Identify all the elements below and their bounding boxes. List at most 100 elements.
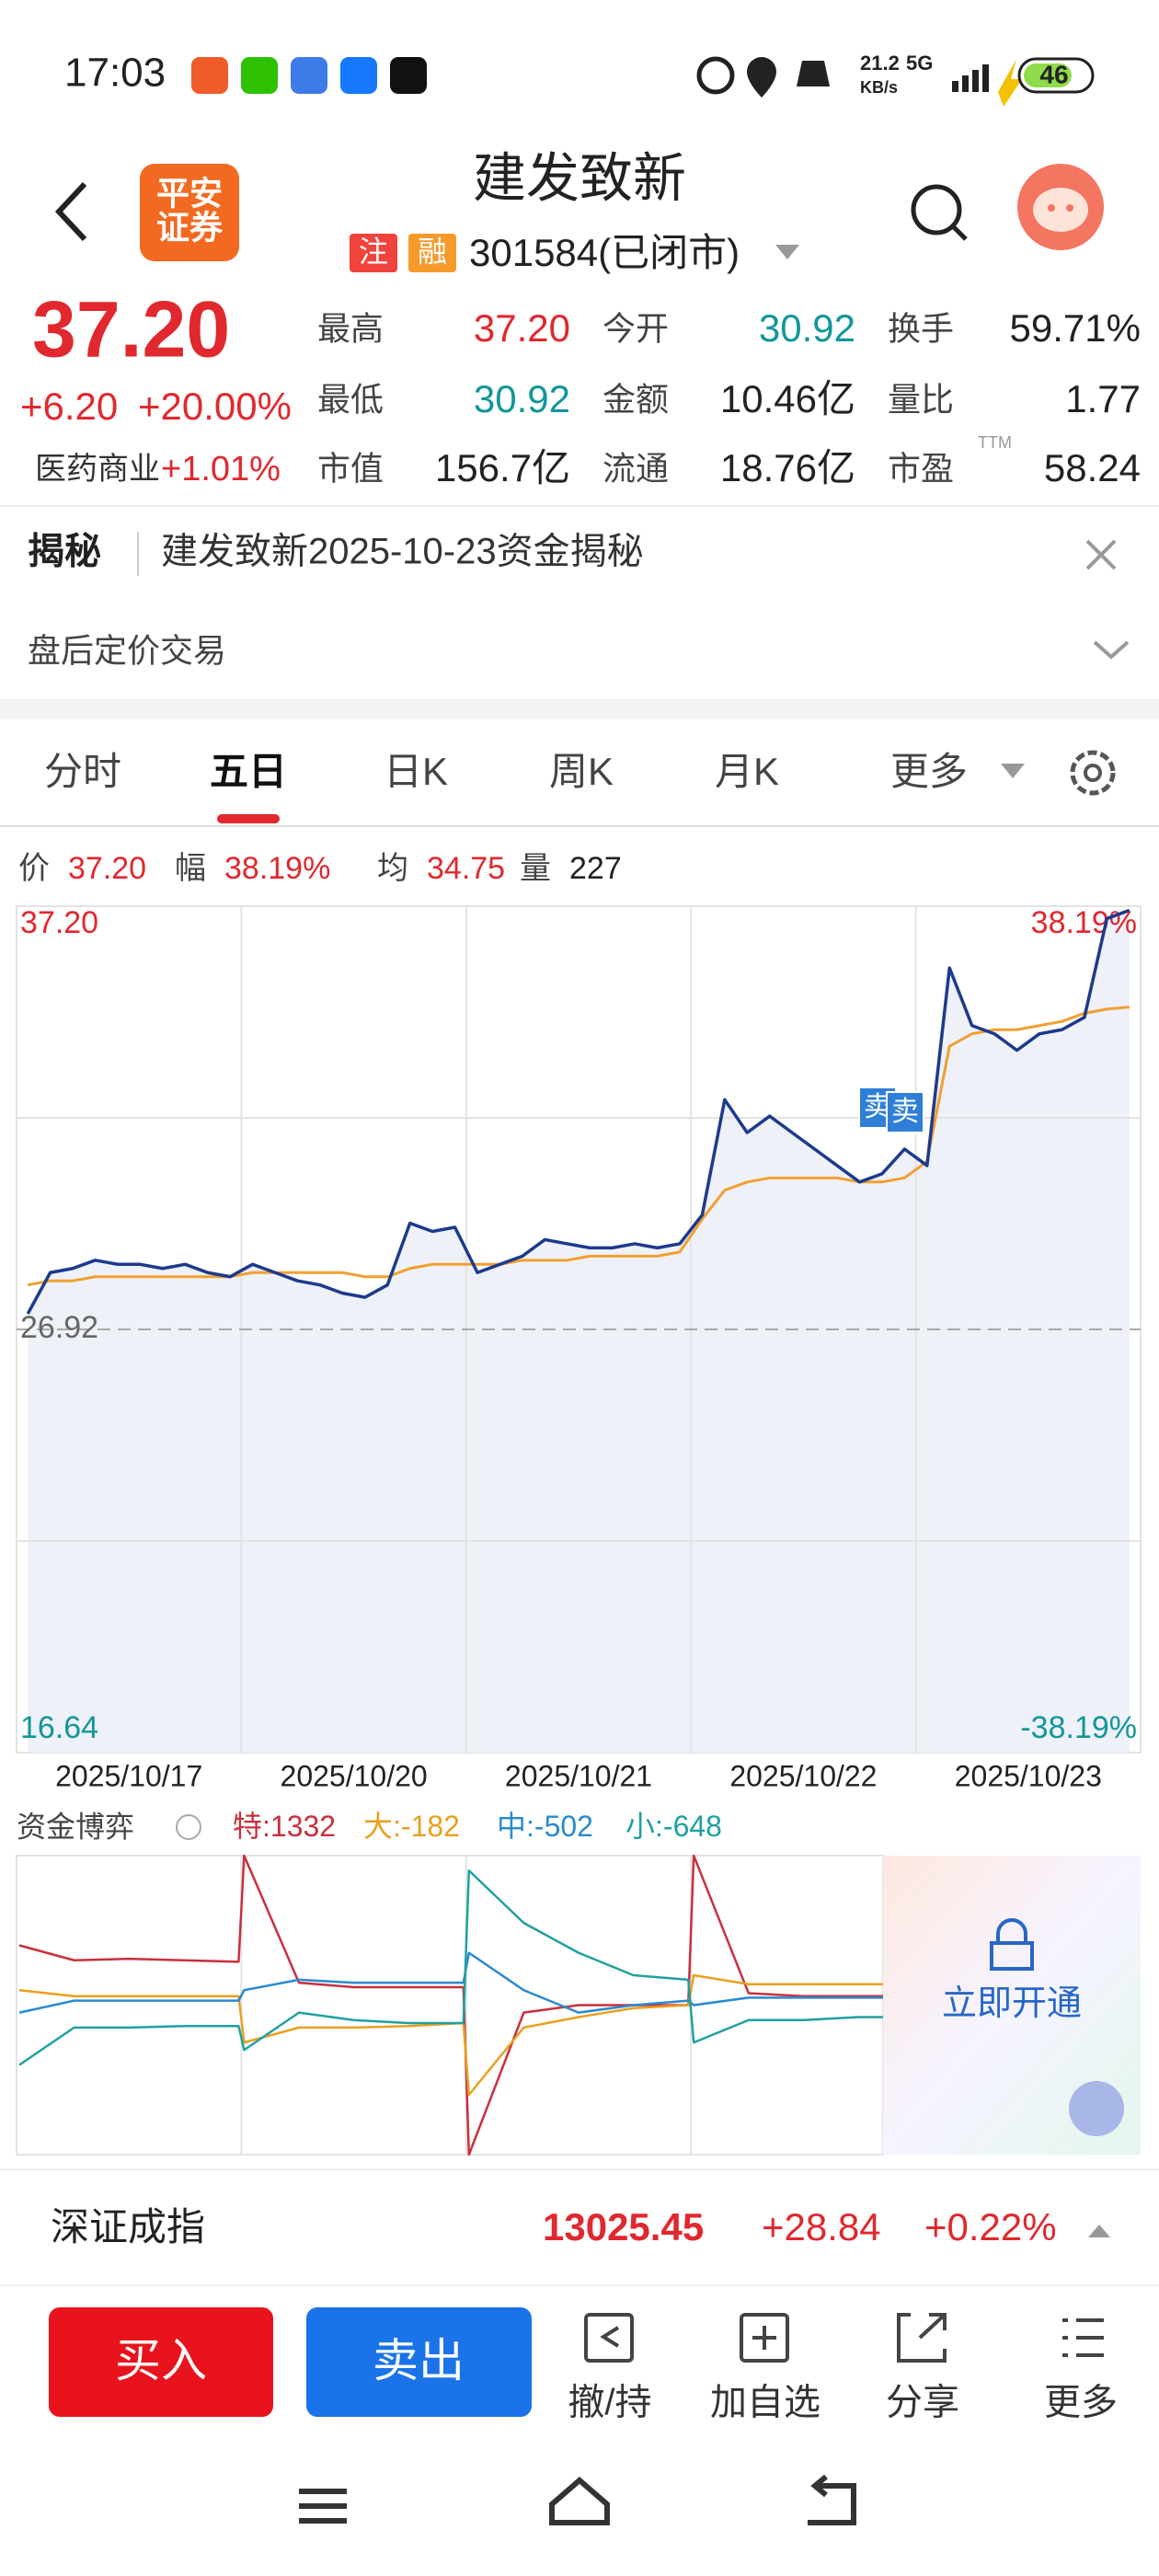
legend-item: 特:1332 bbox=[233, 1810, 336, 1843]
stat-value: 37.20 bbox=[474, 306, 570, 350]
line bbox=[18, 1973, 913, 2097]
tab[interactable]: 五日 bbox=[210, 750, 287, 793]
legend-separator: : bbox=[393, 1810, 401, 1843]
notice-text[interactable]: 建发致新2025-10-23资金揭秘 bbox=[161, 532, 644, 572]
settings[interactable] bbox=[1070, 750, 1116, 796]
line bbox=[26, 908, 1130, 1315]
battery: 46 bbox=[1039, 60, 1068, 88]
tab[interactable]: 分时 bbox=[44, 750, 121, 793]
tag-text: 融 bbox=[418, 235, 447, 268]
info-label: 价 bbox=[18, 851, 50, 886]
sell-label[interactable]: 卖出 bbox=[373, 2335, 465, 2386]
app-icons bbox=[191, 57, 427, 94]
lock-icon bbox=[990, 1918, 1034, 1971]
sector-pct: +1.01% bbox=[161, 450, 281, 489]
change: +6.20 bbox=[20, 385, 118, 428]
legend-name: 中 bbox=[497, 1810, 526, 1843]
after-hours[interactable]: 盘后定价交易 bbox=[28, 632, 226, 670]
y2-tick-label: -38.19% bbox=[1020, 1710, 1137, 1745]
close-button[interactable] bbox=[1085, 539, 1117, 570]
tab[interactable]: 更多 bbox=[890, 750, 968, 793]
expand-button[interactable] bbox=[1069, 2081, 1124, 2136]
logo-text: 平安 bbox=[156, 175, 223, 213]
stat-value: 18.76亿 bbox=[720, 446, 855, 489]
index-pct: +0.22% bbox=[924, 2205, 1057, 2248]
line bbox=[18, 1869, 913, 2066]
tab-indicator bbox=[217, 814, 280, 823]
stat-label: 换手 bbox=[888, 310, 954, 348]
more-dropdown[interactable] bbox=[1001, 764, 1025, 778]
x-tick-label: 2025/10/22 bbox=[729, 1759, 877, 1792]
trade-marker-label: 卖 bbox=[891, 1097, 919, 1127]
legend-value: -648 bbox=[663, 1810, 722, 1843]
info-label: 均 bbox=[377, 851, 408, 886]
x-tick-label: 2025/10/17 bbox=[55, 1759, 202, 1792]
tab[interactable]: 周K bbox=[549, 750, 614, 793]
index-name: 深证成指 bbox=[51, 2205, 205, 2248]
legend-name: 小 bbox=[625, 1810, 655, 1843]
stat-label: 今开 bbox=[602, 310, 669, 348]
tab[interactable]: 日K bbox=[384, 750, 448, 793]
stat-value: 58.24 bbox=[1044, 446, 1141, 489]
toolbar-item[interactable]: 分享 bbox=[886, 2383, 959, 2423]
toolbar-item[interactable]: 更多 bbox=[1044, 2383, 1118, 2423]
stat-label: 市盈 bbox=[888, 450, 954, 488]
info-label: 幅 bbox=[175, 851, 206, 886]
sector: 医药商业 bbox=[35, 452, 160, 487]
logo-text: 证券 bbox=[156, 209, 224, 247]
legend-value: 1332 bbox=[270, 1810, 336, 1843]
sell-button[interactable] bbox=[306, 2307, 532, 2417]
buy-button[interactable] bbox=[49, 2307, 273, 2417]
stat-label: 市值 bbox=[317, 450, 384, 488]
dropdown[interactable] bbox=[775, 245, 799, 259]
legend-name: 特 bbox=[233, 1810, 262, 1843]
legend-name: 大 bbox=[363, 1810, 393, 1843]
info-icon[interactable] bbox=[176, 1814, 201, 1840]
y-tick-label: 37.20 bbox=[20, 905, 98, 940]
tag bbox=[350, 234, 397, 272]
avatar[interactable] bbox=[1017, 164, 1104, 250]
price: 37.20 bbox=[32, 286, 230, 374]
stock-name: 建发致新 bbox=[473, 148, 686, 208]
stat-label: 金额 bbox=[602, 381, 669, 419]
price-area bbox=[28, 910, 1130, 1753]
stat-label: 量比 bbox=[888, 381, 954, 419]
legend-item: 大:-182 bbox=[363, 1810, 460, 1843]
expand[interactable] bbox=[1093, 640, 1130, 660]
clock: 17:03 bbox=[64, 51, 166, 96]
trade-marker bbox=[886, 1091, 924, 1133]
stat-value: 30.92 bbox=[474, 377, 570, 420]
logo bbox=[140, 164, 239, 261]
change-pct: +20.00% bbox=[138, 385, 292, 428]
back-button[interactable] bbox=[54, 181, 87, 242]
toolbar-item[interactable]: 撤/持 bbox=[568, 2383, 651, 2423]
search-button[interactable] bbox=[911, 184, 968, 241]
stat-note: TTM bbox=[978, 433, 1012, 452]
nav-bar[interactable] bbox=[299, 2474, 856, 2525]
line bbox=[27, 1006, 1130, 1287]
legend-separator: : bbox=[262, 1810, 270, 1843]
tab[interactable]: 月K bbox=[715, 750, 779, 793]
legend-value: -182 bbox=[401, 1810, 460, 1843]
x-tick-label: 2025/10/21 bbox=[505, 1759, 652, 1792]
index-toggle[interactable] bbox=[1088, 2225, 1110, 2237]
status-icons bbox=[696, 56, 1095, 107]
stat-value: 59.71% bbox=[1010, 306, 1141, 350]
x-tick-label: 2025/10/23 bbox=[955, 1759, 1102, 1792]
buy-label[interactable]: 买入 bbox=[115, 2335, 207, 2386]
unlock-label[interactable]: 立即开通 bbox=[942, 1984, 1082, 2023]
y-tick-label: 26.92 bbox=[20, 1310, 98, 1345]
network: 5G bbox=[906, 52, 933, 75]
legend-separator: : bbox=[655, 1810, 663, 1843]
gap bbox=[0, 699, 1159, 719]
stat-value: 30.92 bbox=[759, 306, 855, 350]
stock-code: 301584(已闭市) bbox=[469, 231, 740, 274]
toolbar-item[interactable]: 加自选 bbox=[710, 2383, 820, 2423]
legend-item: 小:-648 bbox=[625, 1810, 722, 1843]
info-label: 量 bbox=[520, 851, 551, 886]
info-value: 227 bbox=[569, 851, 622, 886]
y2-tick-label: 38.19% bbox=[1031, 905, 1137, 940]
stat-value: 1.77 bbox=[1065, 377, 1141, 420]
